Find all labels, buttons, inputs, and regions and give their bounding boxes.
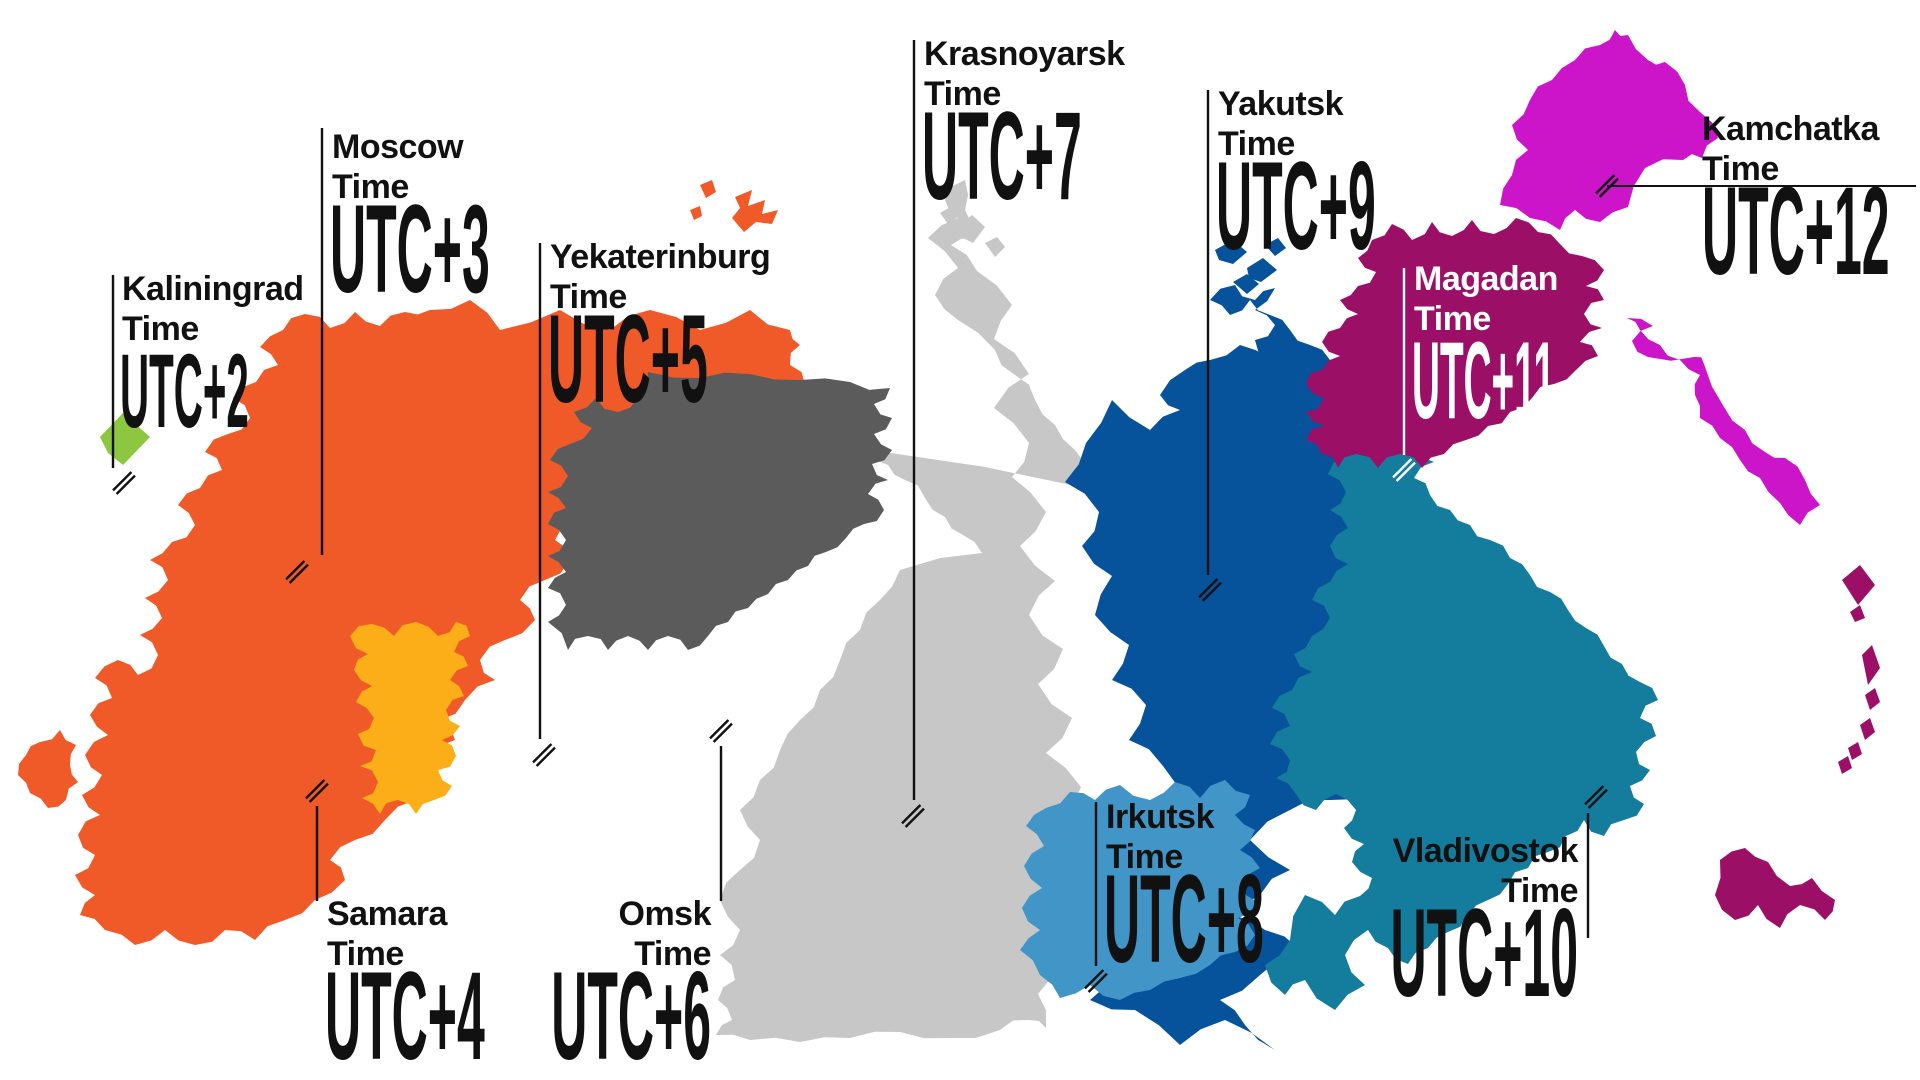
svg-text:Vladivostok: Vladivostok [1393, 832, 1579, 870]
svg-text:Samara: Samara [327, 895, 448, 933]
svg-text:Kaliningrad: Kaliningrad [122, 270, 304, 308]
svg-text:UTC+4: UTC+4 [325, 947, 485, 1080]
svg-text:UTC+7: UTC+7 [922, 87, 1082, 226]
svg-text:UTC+6: UTC+6 [551, 947, 711, 1080]
svg-text:UTC+11: UTC+11 [1412, 319, 1555, 442]
svg-text:UTC+12: UTC+12 [1702, 162, 1890, 301]
svg-text:UTC+2: UTC+2 [120, 332, 249, 449]
svg-text:UTC+3: UTC+3 [330, 180, 490, 319]
svg-text:UTC+8: UTC+8 [1104, 850, 1264, 989]
svg-text:UTC+9: UTC+9 [1216, 137, 1376, 276]
svg-text:Yakutsk: Yakutsk [1218, 85, 1344, 123]
svg-text:Omsk: Omsk [619, 895, 712, 933]
svg-text:UTC+10: UTC+10 [1390, 884, 1578, 1023]
svg-text:Magadan: Magadan [1414, 260, 1558, 298]
svg-text:Kamchatka: Kamchatka [1702, 110, 1881, 148]
svg-text:Irkutsk: Irkutsk [1106, 798, 1215, 836]
svg-text:Krasnoyarsk: Krasnoyarsk [924, 35, 1125, 73]
svg-text:Moscow: Moscow [332, 128, 464, 166]
svg-text:Yekaterinburg: Yekaterinburg [550, 238, 770, 276]
svg-text:UTC+5: UTC+5 [548, 290, 708, 429]
